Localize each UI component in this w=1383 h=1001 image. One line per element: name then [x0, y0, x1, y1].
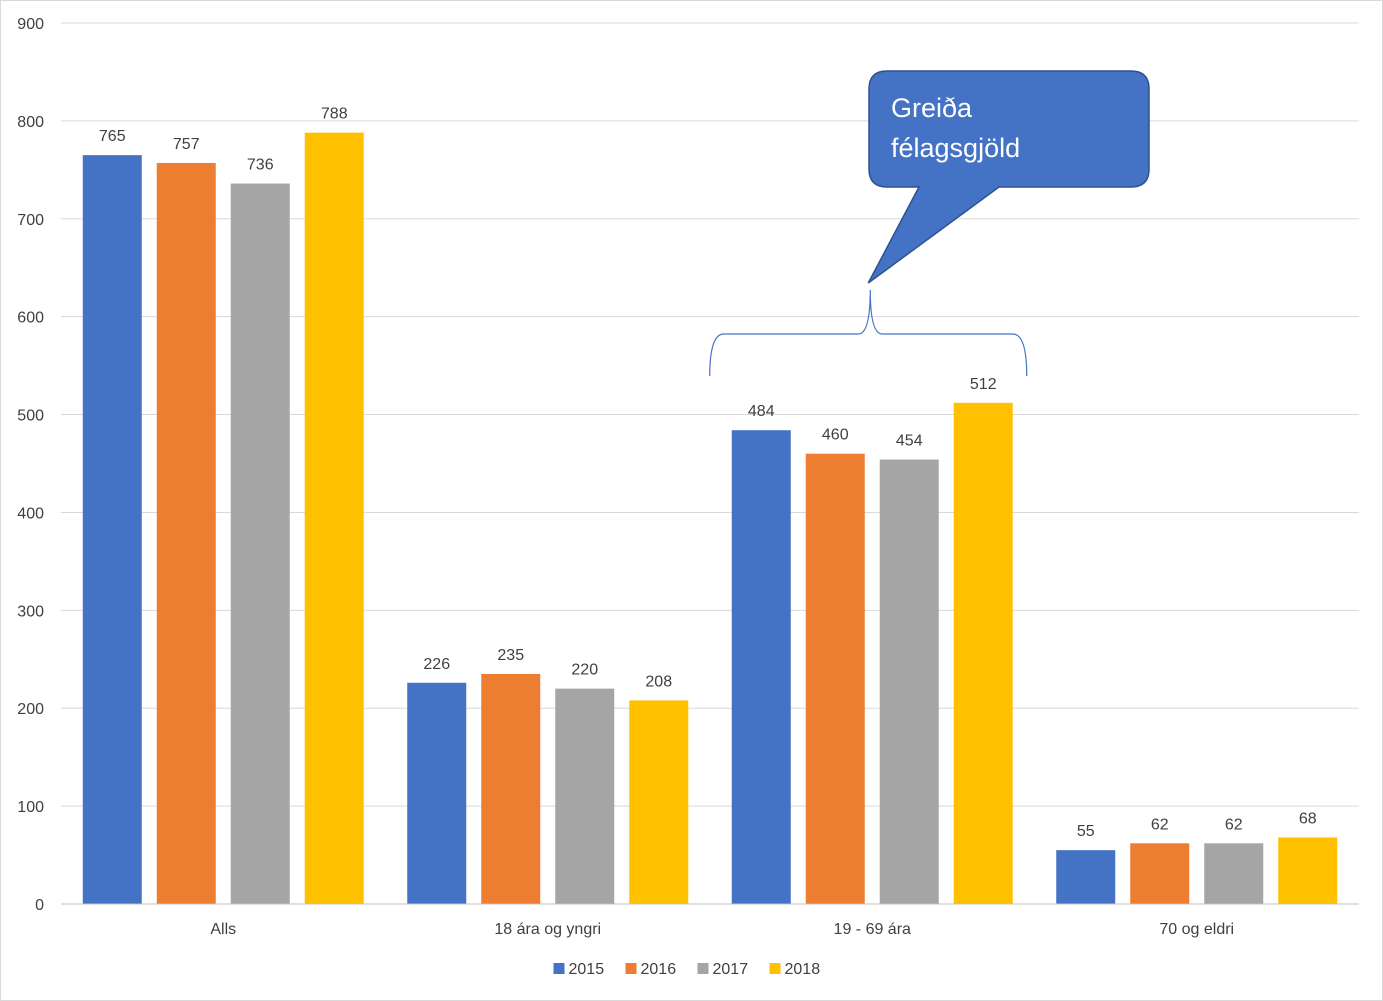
data-label: 788 [321, 106, 348, 123]
legend-label: 2015 [569, 961, 605, 978]
y-tick-label: 200 [17, 701, 44, 718]
data-label: 736 [247, 157, 274, 174]
x-tick-label: Alls [210, 921, 236, 938]
legend-label: 2016 [641, 961, 677, 978]
y-tick-label: 600 [17, 310, 44, 327]
bar-2016 [481, 673, 541, 904]
bar-2015 [82, 155, 142, 904]
brace-bracket [709, 289, 1028, 377]
data-label: 220 [571, 662, 598, 679]
bar-2016 [805, 453, 865, 904]
bar-2017 [230, 183, 290, 904]
data-label: 68 [1299, 810, 1317, 827]
data-label: 454 [896, 433, 923, 450]
data-label: 484 [748, 403, 775, 420]
legend-swatch [769, 963, 781, 974]
y-tick-label: 0 [35, 897, 44, 914]
bar-2018 [953, 402, 1013, 904]
x-tick-label: 70 og eldri [1159, 921, 1234, 938]
data-label: 512 [970, 376, 997, 393]
x-tick-label: 19 - 69 ára [834, 921, 911, 938]
bar-2017 [555, 688, 615, 904]
data-label: 235 [497, 647, 524, 664]
y-tick-label: 500 [17, 408, 44, 425]
legend: 2015 2016 2017 2018 [553, 961, 821, 978]
bar-2016 [156, 162, 216, 905]
data-label: 55 [1077, 823, 1095, 840]
data-label: 208 [645, 673, 672, 690]
data-label: 757 [173, 136, 200, 153]
y-tick-label: 100 [17, 799, 44, 816]
axes: 0 100 200 300 400 500 600 700 800 900 Alls 18 ára o… [17, 16, 1359, 938]
callout-text: félagsgjöld [891, 133, 1020, 163]
data-label: 62 [1225, 816, 1243, 833]
data-label: 226 [423, 656, 450, 673]
bar-2018 [1278, 837, 1338, 904]
bar-2017 [879, 459, 939, 904]
y-tick-label: 400 [17, 505, 44, 522]
data-label: 460 [822, 427, 849, 444]
bar-2015 [407, 682, 467, 904]
legend-label: 2017 [713, 961, 749, 978]
bar-2017 [1204, 843, 1264, 904]
legend-label: 2018 [785, 961, 821, 978]
legend-swatch [625, 963, 637, 974]
bar-2018 [629, 700, 689, 904]
y-tick-label: 800 [17, 114, 44, 131]
data-label: 765 [99, 128, 126, 145]
callout-text: Greiða [891, 93, 973, 123]
legend-swatch [553, 963, 565, 974]
legend-swatch [697, 963, 709, 974]
callout: Greiða félagsgjöld [709, 70, 1150, 377]
callout-bubble [867, 70, 1150, 284]
data-label: 62 [1151, 816, 1169, 833]
bar-2015 [1056, 850, 1116, 904]
x-tick-label: 18 ára og yngri [494, 921, 601, 938]
bar-2015 [731, 430, 791, 904]
y-tick-label: 300 [17, 603, 44, 620]
y-tick-label: 900 [17, 16, 44, 33]
bar-2016 [1130, 843, 1190, 904]
data-labels: 765 757 736 788 226 235 220 208 484 460 454 512 55 62… [99, 106, 1317, 841]
y-tick-label: 700 [17, 212, 44, 229]
bar-2018 [304, 132, 364, 904]
bars [82, 132, 1338, 905]
